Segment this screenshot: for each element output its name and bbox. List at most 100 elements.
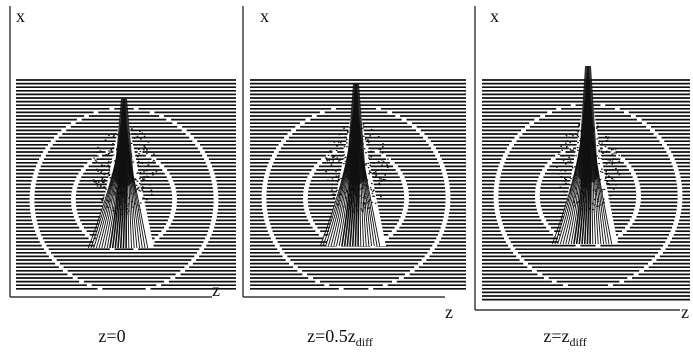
peak-shading [614,158,617,160]
peak-shading [354,193,356,195]
peak-shading [103,186,105,188]
peak-shading [337,178,340,180]
peak-shading [326,160,329,162]
peak-shading [101,154,104,156]
peak-shading [346,162,348,164]
peak-shading [340,193,342,196]
peak-shading [584,135,587,137]
peak-shading [107,153,110,155]
peak-shading [601,191,603,193]
peak-shading [137,148,140,150]
peak-shading [578,125,580,127]
peak-shading [129,158,131,160]
peak-shading [118,162,120,164]
peak-shading [112,154,115,156]
peak-shading [598,157,600,159]
peak-shading [119,175,122,177]
peak-shading [576,177,578,179]
peak-shading [137,164,139,166]
peak-shading [380,180,383,182]
peak-shading [372,190,374,192]
peak-shading [102,181,105,183]
peak-shading [560,170,562,172]
peak-shading [598,141,600,143]
peak-shading [588,156,590,158]
peak-shading [115,213,117,215]
peak-shading [380,148,382,150]
peak-shading [574,187,577,189]
peak-shading [590,150,592,152]
peak-shading [363,202,365,204]
peak-shading [581,205,584,207]
peak-shading [343,163,345,165]
peak-shading [615,152,617,154]
peak-shading [141,132,143,134]
peak-shading [382,159,384,161]
peak-shading [588,208,590,210]
peak-shading [573,205,576,207]
peak-shading [132,161,134,163]
peak-shading [377,161,380,163]
peak-shading [369,199,371,201]
peak-shading [365,152,367,154]
peak-shading [371,201,373,203]
peak-shading [367,162,369,164]
peak-shading [95,181,97,183]
peak-shading [355,184,358,186]
peak-shading [146,199,148,201]
peak-shading [351,183,354,185]
peak-shading [101,158,103,160]
peak-shading [571,167,574,169]
peak-shading [575,174,577,176]
peak-shading [333,193,335,195]
peak-shading [147,141,150,143]
peak-shading [138,153,140,155]
peak-shading [578,129,581,131]
peak-shading [607,159,609,161]
peak-shading [115,160,118,162]
peak-shading [329,150,331,152]
peak-shading [597,198,599,200]
peak-shading [116,148,118,150]
peak-shading [589,185,592,187]
peak-shading [348,184,351,186]
peak-shading [579,151,582,153]
peak-shading [596,127,599,129]
peak-shading [145,170,148,172]
peak-shading [387,158,389,160]
peak-shading [562,160,565,162]
peak-core [578,66,598,184]
peak-shading [387,166,389,168]
peak-shading [143,145,145,147]
peak-shading [144,198,146,200]
peak-shading [360,127,362,130]
peak-shading [127,179,129,181]
peak-shading [110,180,113,182]
peak-shading [584,195,587,197]
peak-shading [570,178,572,180]
peak-shading [574,171,577,173]
peak-shading [112,143,114,145]
peak-shading [357,174,360,176]
peak-shading [127,203,130,205]
peak-shading [351,146,354,148]
peak-shading [338,179,340,181]
peak-shading [354,176,356,178]
peak-shading [137,205,140,207]
peak-shading [125,208,128,210]
peak-shading [146,149,148,151]
peak-shading [95,182,98,185]
peak-shading [353,132,356,134]
peak-shading [585,140,587,142]
peak-shading [143,176,146,178]
peak-shading [600,147,603,150]
peak-shading [128,197,130,199]
peak-shading [140,138,142,140]
peak-shading [350,137,353,139]
peak-shading [611,140,613,142]
peak-shading [569,184,571,186]
peak-shading [569,160,572,162]
panel-z-0: x z z=0 [9,6,236,346]
peak-shading [597,125,599,127]
panel-z-zdiff: x z z=zdiff [474,6,690,349]
